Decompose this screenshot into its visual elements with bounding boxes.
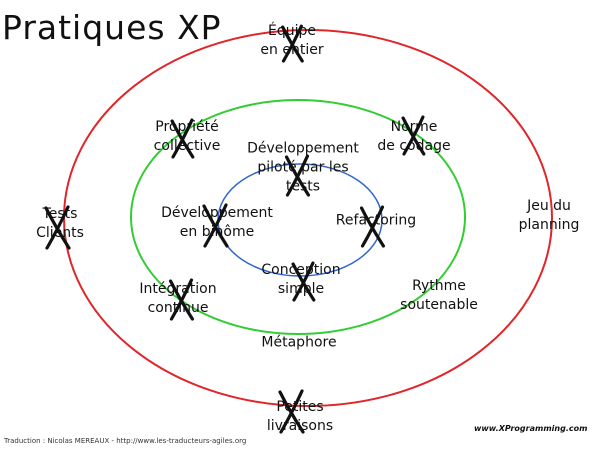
cross-mark-propriete	[170, 118, 195, 159]
practice-line: continue	[147, 300, 209, 316]
cross-mark-equipe	[281, 24, 304, 63]
practice-line: Norme	[390, 119, 438, 135]
practice-line: Équipe	[267, 23, 316, 39]
cross-mark-conception	[291, 261, 316, 302]
cross-stroke	[279, 389, 304, 434]
cross-stroke	[402, 115, 425, 156]
cross-marks	[44, 24, 426, 434]
cross-stroke	[359, 206, 385, 248]
practice-line: Propriété	[155, 119, 219, 135]
practice-rythme-soutenable: Rythme soutenable	[400, 277, 478, 315]
cross-mark-integration	[168, 278, 194, 321]
practice-line: simple	[277, 281, 325, 297]
practice-integration-continue: Intégration continue	[139, 280, 216, 318]
cross-mark-tests-clients	[44, 205, 71, 250]
practice-line: Métaphore	[261, 334, 337, 351]
cross-stroke	[292, 261, 315, 302]
practice-line: planning	[518, 217, 580, 233]
practice-developpement-en-binome: Développement en binôme	[161, 204, 273, 242]
practice-line: Conception	[261, 262, 341, 278]
cross-stroke	[44, 206, 71, 250]
cross-stroke	[285, 154, 310, 197]
practice-line: Développement	[161, 205, 273, 221]
cross-mark-dev-pilote	[284, 154, 310, 197]
practice-line: Refactoring	[335, 212, 417, 229]
practice-line: tests	[285, 178, 321, 195]
cross-stroke	[171, 118, 194, 159]
cross-stroke	[278, 390, 305, 434]
practice-equipe-en-entier: Équipe en entier	[260, 22, 323, 60]
practice-line: en binôme	[179, 224, 255, 240]
cross-mark-refactoring	[359, 205, 385, 248]
practice-line: de codage	[377, 138, 451, 154]
practice-conception-simple: Conception simple	[261, 261, 340, 299]
cross-mark-norme	[401, 115, 426, 156]
middle-ellipse-green	[130, 99, 466, 335]
practice-line: soutenable	[400, 297, 478, 313]
cross-stroke	[281, 24, 303, 63]
cross-stroke	[360, 205, 385, 248]
practice-petites-livraisons: Petites livraisons	[267, 398, 333, 436]
cross-stroke	[291, 262, 316, 302]
practice-line: Clients	[36, 225, 84, 241]
cross-stroke	[203, 203, 228, 248]
practice-tests-clients: Tests Clients	[36, 205, 84, 243]
practice-line: piloté par les	[257, 159, 349, 176]
practice-line: en entier	[260, 42, 324, 58]
practice-jeu-du-planning: Jeu du planning	[519, 197, 580, 235]
practice-propriete-collective: Propriété collective	[154, 118, 221, 156]
practice-refactoring: Refactoring	[336, 212, 416, 231]
cross-mark-dev-binome	[202, 203, 229, 248]
practice-line: Rythme	[412, 278, 466, 294]
practice-line: Développement	[247, 140, 359, 157]
translation-credit: Traduction : Nicolas MEREAUX - http://ww…	[4, 437, 247, 445]
cross-stroke	[281, 25, 304, 63]
practice-line: Tests	[42, 206, 78, 222]
source-website: www.XProgramming.com	[474, 424, 588, 433]
cross-mark-livraisons	[278, 389, 305, 434]
cross-stroke	[45, 205, 70, 250]
practice-line: Jeu du	[527, 198, 571, 214]
cross-stroke	[202, 204, 229, 248]
cross-stroke	[169, 278, 194, 321]
cross-stroke	[284, 155, 310, 197]
diagram-title: Pratiques XP	[2, 8, 222, 47]
practice-developpement-pilote-par-les-tests: Développement piloté par les tests	[247, 140, 359, 197]
practice-line: livraisons	[266, 418, 334, 434]
practice-metaphore: Métaphore	[261, 334, 336, 353]
cross-stroke	[170, 119, 195, 159]
cross-stroke	[401, 116, 426, 156]
practice-norme-de-codage: Norme de codage	[377, 118, 450, 156]
practice-line: Petites	[276, 399, 324, 415]
practice-line: Intégration	[139, 281, 217, 297]
cross-stroke	[168, 279, 194, 321]
practice-line: collective	[153, 138, 221, 154]
